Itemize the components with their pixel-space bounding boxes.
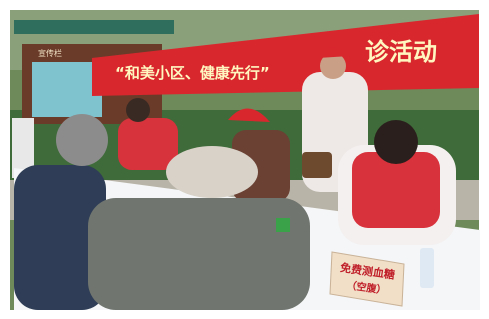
plaid-hat	[166, 146, 258, 198]
elderly-woman-hair	[56, 114, 108, 166]
elderly-man-plaid	[88, 198, 310, 310]
supply-box	[276, 218, 290, 232]
nurse-head	[374, 120, 418, 164]
board-roof	[14, 20, 174, 34]
page: 宣传栏 “和美小区、健康先行” 诊活动 免费测血糖 （空腹） (() => { …	[0, 0, 489, 319]
water-bottle	[420, 248, 434, 288]
banner-activity: 诊活动	[365, 38, 437, 66]
board-title: 宣传栏	[38, 48, 62, 58]
photo: 宣传栏 “和美小区、健康先行” 诊活动 免费测血糖 （空腹）	[0, 0, 489, 319]
banner-slogan: “和美小区、健康先行”	[115, 64, 270, 82]
board-poster	[32, 62, 102, 117]
volunteer-left-head	[126, 98, 150, 122]
volunteer-left	[118, 118, 178, 170]
handbag	[302, 152, 332, 178]
